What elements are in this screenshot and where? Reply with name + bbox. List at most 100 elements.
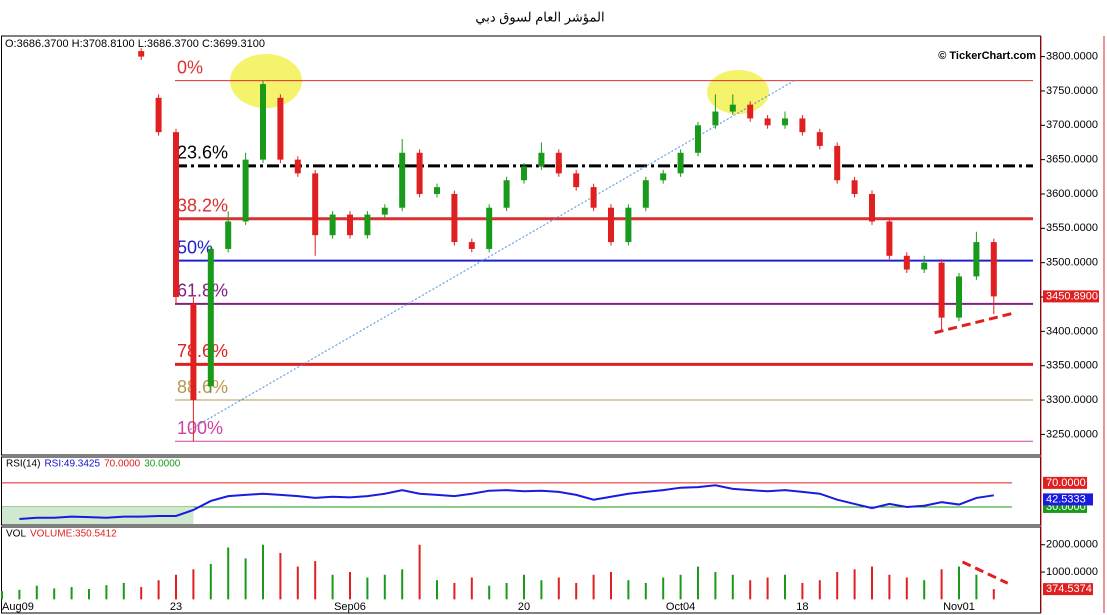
- x-tick-label: 23: [170, 601, 182, 613]
- candle-body: [155, 97, 162, 133]
- candle-body: [294, 159, 301, 174]
- volume-bar: [557, 577, 560, 600]
- candle-body: [138, 51, 145, 57]
- marker-box: [1043, 493, 1093, 506]
- marker-box: [1043, 583, 1093, 596]
- fib-label: 88.6%: [177, 377, 228, 397]
- candle-body: [347, 214, 353, 236]
- volume-bar: [88, 588, 90, 600]
- candle-body: [207, 248, 214, 387]
- volume-bar: [314, 561, 317, 600]
- oversold-zone: [2, 506, 194, 524]
- last-price-label: 3450.8900: [1046, 290, 1098, 302]
- candle-body: [903, 255, 910, 270]
- volume-bar: [714, 572, 717, 600]
- volume-bar: [453, 582, 456, 600]
- volume-bar: [331, 574, 334, 600]
- y-tick-label: 3750.0000: [1046, 85, 1098, 97]
- volume-bar: [157, 580, 160, 600]
- y-tick-label: 3550.0000: [1046, 222, 1098, 234]
- volume-bar: [888, 574, 891, 600]
- candle-body: [434, 187, 440, 194]
- candle-body: [399, 152, 406, 208]
- volume-bar: [296, 566, 299, 600]
- volume-bar: [35, 585, 38, 600]
- candle-body: [381, 207, 388, 215]
- candle-body: [277, 97, 284, 160]
- candle-body: [225, 221, 232, 249]
- candle-body: [973, 242, 980, 277]
- y-tick-label: 3500.0000: [1046, 257, 1098, 269]
- candle-body: [364, 214, 371, 236]
- tick-box: [1043, 476, 1087, 489]
- candle-body: [747, 104, 754, 119]
- x-tick-label: Nov01: [943, 601, 975, 613]
- volume-bar: [697, 566, 699, 600]
- candle-body: [312, 173, 319, 236]
- y-tick-label: 3600.0000: [1046, 188, 1098, 200]
- fib-label: 61.8%: [177, 281, 228, 301]
- x-tick-label: 20: [518, 601, 530, 613]
- volume-bar: [192, 569, 195, 600]
- volume-bar: [731, 574, 734, 600]
- fib-label: 0%: [177, 57, 203, 77]
- volume-bar: [122, 582, 125, 600]
- candle-body: [190, 303, 197, 401]
- candle-body: [799, 118, 806, 133]
- volume-bar: [418, 544, 421, 600]
- volume-bar: [175, 574, 177, 600]
- chart-title: المؤشر العام لسوق دبي: [475, 9, 604, 25]
- candle-body: [608, 207, 614, 243]
- candle-body: [660, 173, 667, 181]
- volume-bar: [540, 580, 543, 600]
- candle-body: [938, 262, 945, 318]
- candle-body: [677, 152, 684, 174]
- volume-bar: [18, 589, 21, 600]
- volume-bar: [70, 587, 73, 600]
- volume-bar: [923, 580, 926, 600]
- candle-body: [625, 207, 632, 243]
- candle-body: [555, 152, 562, 174]
- candle-body: [590, 187, 597, 208]
- volume-bar: [349, 572, 351, 600]
- legend-text: RSI(14): [6, 459, 40, 470]
- y-tick-label: 3250.0000: [1046, 428, 1098, 440]
- volume-bar: [140, 587, 143, 600]
- candle-body: [834, 145, 841, 181]
- candle-body: [503, 180, 510, 208]
- rsi-line: [19, 484, 994, 520]
- volume-bar: [749, 580, 752, 600]
- ohlc-header: O:3686.3700 H:3708.8100 L:3686.3700 C:36…: [5, 38, 265, 50]
- marker-label: 374.5374: [1046, 583, 1092, 595]
- candle-body: [921, 262, 928, 270]
- volume-bar: [488, 585, 491, 600]
- legend-text: VOL: [6, 529, 26, 540]
- candle-body: [521, 166, 527, 181]
- volume-bar: [105, 585, 108, 600]
- volume-bar: [244, 558, 247, 600]
- y-tick-label: 3650.0000: [1046, 154, 1098, 166]
- y-tick-label: 2000.0000: [1046, 539, 1098, 551]
- volume-bar: [940, 569, 943, 600]
- candle-body: [329, 214, 336, 236]
- x-tick-label: 18: [796, 601, 808, 613]
- candle-body: [260, 84, 266, 160]
- x-tick-label: Oct04: [666, 601, 695, 613]
- highlight: [707, 70, 769, 114]
- volume-bar: [383, 574, 386, 600]
- y-tick-label: 3400.0000: [1046, 325, 1098, 337]
- volume-bar: [662, 577, 665, 600]
- volume-bar: [1, 591, 3, 600]
- volume-bar: [975, 574, 978, 600]
- volume-bar: [209, 563, 212, 600]
- candle-body: [695, 125, 701, 153]
- candle-body: [729, 104, 736, 112]
- volume-bar: [784, 574, 786, 600]
- volume-bar: [366, 577, 369, 600]
- last-price-box: [1043, 290, 1099, 303]
- fib-label: 38.2%: [177, 195, 228, 215]
- volume-bar: [470, 577, 473, 600]
- volume-bar: [836, 572, 839, 600]
- y-tick-label: 1000.0000: [1046, 566, 1098, 578]
